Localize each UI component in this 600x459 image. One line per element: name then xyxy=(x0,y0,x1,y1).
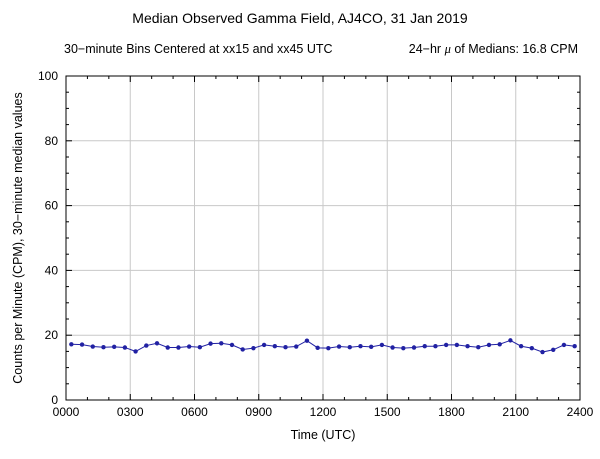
subtitle-mean-text: 24−hr μ of Medians: 16.8 CPM xyxy=(409,42,578,57)
subtitle-mean-post: of Medians: 16.8 CPM xyxy=(450,42,578,56)
x-axis-label: Time (UTC) xyxy=(290,428,356,442)
svg-text:80: 80 xyxy=(45,134,59,148)
svg-text:1200: 1200 xyxy=(310,405,337,419)
svg-text:20: 20 xyxy=(45,328,59,342)
svg-text:0900: 0900 xyxy=(245,405,272,419)
subtitle-mean-pre: 24−hr xyxy=(408,42,445,56)
svg-text:2400: 2400 xyxy=(567,405,594,419)
svg-text:0300: 0300 xyxy=(117,405,144,419)
subtitle-bins-text: 30−minute Bins Centered at xx15 and xx45… xyxy=(64,42,333,56)
mu-symbol: μ xyxy=(444,42,451,56)
svg-text:0000: 0000 xyxy=(53,405,80,419)
chart-subtitle: 30−minute Bins Centered at xx15 and xx45… xyxy=(64,42,578,57)
svg-text:1500: 1500 xyxy=(374,405,401,419)
svg-text:0600: 0600 xyxy=(181,405,208,419)
y-axis-label: Counts per Minute (CPM), 30−minute media… xyxy=(11,92,25,384)
svg-text:1800: 1800 xyxy=(438,405,465,419)
svg-text:60: 60 xyxy=(45,199,59,213)
chart-title: Median Observed Gamma Field, AJ4CO, 31 J… xyxy=(132,10,468,26)
svg-text:100: 100 xyxy=(38,69,58,83)
svg-text:2100: 2100 xyxy=(502,405,529,419)
svg-text:40: 40 xyxy=(45,263,59,277)
svg-text:0: 0 xyxy=(51,393,58,407)
